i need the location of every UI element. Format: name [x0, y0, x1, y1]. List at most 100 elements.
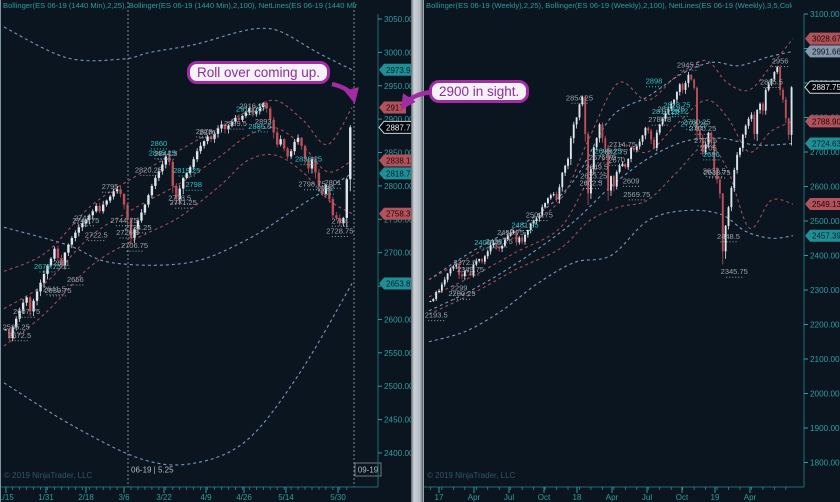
svg-text:2722.5: 2722.5 [85, 231, 108, 240]
chart-title-weekly: Bollinger(ES 06-19 (Weekly),2,25), Bolli… [426, 1, 792, 10]
svg-text:2549.13: 2549.13 [812, 200, 840, 209]
svg-text:1/15: 1/15 [1, 493, 14, 502]
svg-text:2706.75: 2706.75 [121, 241, 148, 250]
svg-text:2481.25: 2481.25 [511, 221, 538, 230]
svg-text:2820.25: 2820.25 [135, 165, 162, 174]
svg-text:1900.00: 1900.00 [810, 424, 840, 433]
svg-text:2400.00: 2400.00 [384, 449, 411, 458]
date-axis[interactable]: 17 Apr Jul Oct 18 Apr Jul Oct 19 Apr [430, 487, 787, 502]
svg-text:2372.5: 2372.5 [453, 258, 476, 267]
svg-text:2509.75: 2509.75 [526, 211, 553, 220]
svg-text:2917: 2917 [386, 104, 404, 113]
svg-text:2788.90: 2788.90 [812, 117, 840, 126]
svg-text:2623.25: 2623.25 [580, 171, 607, 180]
svg-text:3/6: 3/6 [118, 493, 130, 502]
svg-text:2911.25: 2911.25 [236, 105, 263, 114]
watermark: © 2019 NinjaTrader, LLC [4, 471, 93, 480]
svg-text:2748: 2748 [74, 214, 91, 223]
svg-text:2/18: 2/18 [78, 493, 94, 502]
svg-text:2639.75: 2639.75 [44, 286, 71, 295]
svg-text:5/30: 5/30 [330, 493, 346, 502]
svg-text:2675.75: 2675.75 [34, 262, 61, 271]
svg-text:2692.75: 2692.75 [600, 148, 627, 157]
annotation-2900-in-sight[interactable]: 2900 in sight. [429, 80, 530, 103]
svg-text:2609: 2609 [623, 176, 640, 185]
svg-text:2887.75: 2887.75 [812, 83, 840, 92]
bollinger-bands [428, 38, 794, 343]
svg-text:2641.5: 2641.5 [43, 285, 66, 294]
svg-text:2798.75: 2798.75 [298, 180, 325, 189]
chart-title-daily: Bollinger(ES 06-19 (1440 Min),2,25), Bol… [3, 1, 357, 10]
price-axis[interactable]: 3100.003000.002900.002800.002700.002600.… [424, 10, 840, 488]
price-axis[interactable]: 3050.00 3000.00 2950.00 2900.00 2850.00 2800.… [1, 14, 411, 488]
svg-text:2818.78: 2818.78 [386, 169, 411, 178]
panel-splitter[interactable] [411, 0, 423, 502]
svg-text:2800.00: 2800.00 [384, 182, 411, 191]
svg-text:18: 18 [573, 493, 582, 502]
svg-text:2700.00: 2700.00 [810, 148, 840, 157]
svg-text:2653.82: 2653.82 [386, 279, 411, 288]
svg-text:2400.00: 2400.00 [810, 252, 840, 261]
candlesticks [429, 65, 793, 303]
svg-text:2705: 2705 [700, 143, 717, 152]
candlesticks [4, 101, 352, 342]
svg-text:2726.5: 2726.5 [116, 228, 139, 237]
svg-text:2649.5: 2649.5 [585, 162, 608, 171]
svg-text:2780.25: 2780.25 [683, 117, 710, 126]
svg-text:2450.00: 2450.00 [384, 416, 411, 425]
svg-text:2569.75: 2569.75 [623, 190, 650, 199]
date-axis[interactable]: 1/15 1/31 2/18 3/6 3/22 4/9 4/26 5/14 5/30 [1, 487, 348, 502]
svg-text:Apr: Apr [468, 493, 481, 502]
chart-panel-weekly: Bollinger(ES 06-19 (Weekly),2,25), Bolli… [423, 0, 840, 502]
svg-text:3/22: 3/22 [156, 493, 172, 502]
svg-text:2838.11: 2838.11 [386, 156, 411, 165]
svg-text:2300.00: 2300.00 [810, 286, 840, 295]
svg-text:2633.75: 2633.75 [703, 168, 730, 177]
svg-text:2798: 2798 [185, 180, 202, 189]
svg-text:2714.75: 2714.75 [609, 140, 636, 149]
svg-text:Oct: Oct [676, 493, 689, 502]
svg-text:2854.25: 2854.25 [566, 93, 593, 102]
svg-text:2728.75: 2728.75 [326, 226, 353, 235]
svg-text:2876: 2876 [199, 128, 216, 137]
svg-text:2760.25: 2760.25 [689, 124, 716, 133]
svg-text:2887.75: 2887.75 [386, 123, 411, 132]
bollinger-bands [3, 26, 353, 466]
svg-text:2670: 2670 [608, 155, 625, 164]
svg-text:2801: 2801 [325, 178, 342, 187]
svg-text:2600.00: 2600.00 [810, 183, 840, 192]
svg-text:2744.75: 2744.75 [110, 216, 137, 225]
svg-text:17: 17 [435, 493, 444, 502]
svg-text:2724.63: 2724.63 [812, 140, 840, 149]
svg-text:1800.00: 1800.00 [810, 459, 840, 468]
svg-text:2695.25: 2695.25 [595, 147, 622, 156]
svg-text:2898: 2898 [646, 77, 663, 86]
svg-text:19: 19 [711, 493, 720, 502]
annotation-roll-over[interactable]: Roll over coming up. [187, 61, 331, 84]
svg-text:4/26: 4/26 [236, 493, 252, 502]
svg-text:2786.8: 2786.8 [648, 115, 671, 124]
svg-text:2686: 2686 [703, 150, 720, 159]
svg-text:3028.67: 3028.67 [812, 35, 840, 44]
svg-text:2950.00: 2950.00 [384, 82, 411, 91]
svg-text:2792: 2792 [318, 184, 335, 193]
svg-text:2744: 2744 [331, 216, 348, 225]
svg-text:2778.5: 2778.5 [168, 193, 191, 202]
svg-text:2458.75: 2458.75 [497, 228, 524, 237]
svg-text:2845.25: 2845.25 [149, 149, 176, 158]
svg-text:2771.25: 2771.25 [170, 198, 197, 207]
svg-text:2889.5: 2889.5 [224, 119, 247, 128]
svg-text:2000.00: 2000.00 [810, 390, 840, 399]
svg-text:Jul: Jul [642, 493, 652, 502]
svg-text:2991.66: 2991.66 [812, 47, 840, 56]
svg-text:2681: 2681 [53, 258, 70, 267]
svg-text:2812: 2812 [671, 106, 688, 115]
svg-text:Apr: Apr [606, 493, 619, 502]
svg-text:2758.30: 2758.30 [386, 210, 411, 219]
svg-text:2280.25: 2280.25 [448, 289, 475, 298]
svg-text:2817.25: 2817.25 [658, 105, 685, 114]
svg-text:2945.5: 2945.5 [677, 60, 700, 69]
